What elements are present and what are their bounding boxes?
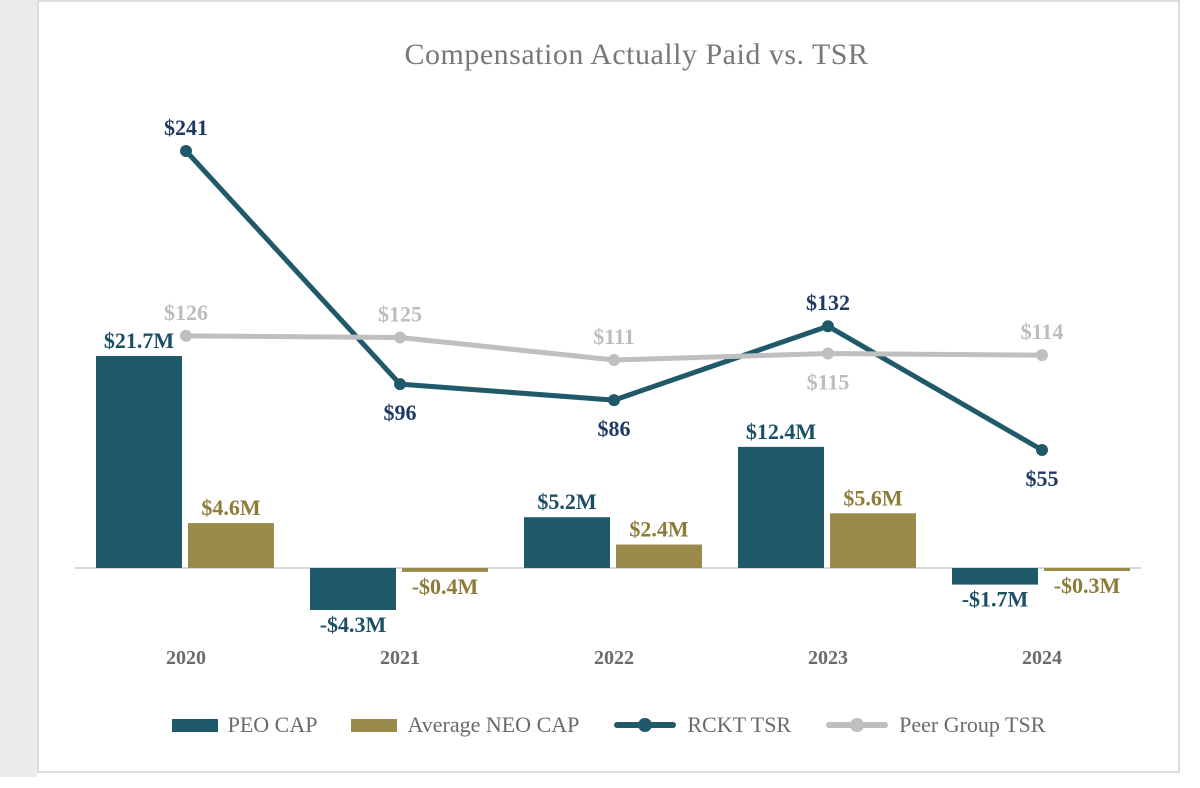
bar-value-label: -$0.3M <box>1054 573 1121 598</box>
line-value-label: $132 <box>806 290 850 315</box>
bar-peo-cap <box>524 517 610 568</box>
background-strip <box>0 0 37 777</box>
bar-peo-cap <box>96 355 182 568</box>
line-marker <box>394 378 406 391</box>
line-marker <box>180 144 192 157</box>
legend-item-peo-cap: PEO CAP <box>171 712 318 738</box>
line-marker <box>1036 443 1048 456</box>
x-axis-label: 2022 <box>594 647 634 669</box>
line-marker <box>822 347 834 360</box>
line-value-label: $126 <box>164 300 208 325</box>
legend-bar-swatch <box>351 718 398 732</box>
line-marker <box>1036 349 1048 362</box>
line-marker <box>608 353 620 366</box>
bar-value-label: $2.4M <box>629 517 689 542</box>
line-value-label: $55 <box>1026 466 1059 491</box>
bar-value-label: -$1.7M <box>962 587 1029 612</box>
bar-value-label: $5.6M <box>843 485 903 510</box>
bar-average-neo-cap <box>188 523 274 568</box>
line-value-label: $115 <box>807 370 850 395</box>
line-marker <box>608 394 620 407</box>
bar-value-label: -$0.4M <box>412 574 479 599</box>
bar-value-label: $4.6M <box>201 495 261 520</box>
line-value-label: $241 <box>164 115 208 140</box>
line-marker <box>180 329 192 342</box>
line-marker <box>822 320 834 333</box>
x-axis-label: 2020 <box>166 647 206 669</box>
bar-value-label: $12.4M <box>746 419 817 444</box>
line-value-label: $96 <box>384 400 417 425</box>
line-value-label: $111 <box>593 324 635 349</box>
legend-item-rckt-tsr: RCKT TSR <box>613 712 791 738</box>
bar-peo-cap <box>310 568 396 611</box>
legend-label: Average NEO CAP <box>407 712 580 737</box>
bar-value-label: -$4.3M <box>320 612 387 637</box>
bar-value-label: $5.2M <box>537 489 597 514</box>
legend-item-peer-group-tsr: Peer Group TSR <box>825 712 1045 738</box>
legend-bar-swatch <box>171 718 218 732</box>
bar-value-label: $21.7M <box>104 328 175 353</box>
x-axis-label: 2021 <box>380 647 420 669</box>
legend-label: Peer Group TSR <box>899 712 1046 737</box>
legend-item-average-neo-cap: Average NEO CAP <box>351 712 579 738</box>
bar-average-neo-cap <box>1044 568 1130 571</box>
legend-label: PEO CAP <box>227 712 318 737</box>
bar-average-neo-cap <box>616 544 702 568</box>
line-marker <box>394 331 406 344</box>
legend-line-dot-swatch <box>826 718 889 732</box>
bar-average-neo-cap <box>402 568 488 572</box>
chart-title: Compensation Actually Paid vs. TSR <box>404 38 869 71</box>
legend-line-dot-swatch <box>614 718 677 732</box>
x-axis-label: 2023 <box>808 647 848 669</box>
line-value-label: $114 <box>1021 319 1064 344</box>
bar-peo-cap <box>952 568 1038 585</box>
line-value-label: $125 <box>378 301 422 326</box>
bar-average-neo-cap <box>830 513 916 568</box>
bar-peo-cap <box>738 446 824 568</box>
line-value-label: $86 <box>598 416 631 441</box>
chart-legend: PEO CAP Average NEO CAP RCKT TSR Peer Group… <box>39 712 1178 738</box>
x-axis-label: 2024 <box>1022 647 1062 669</box>
chart-panel <box>37 0 1180 773</box>
legend-label: RCKT TSR <box>687 712 792 737</box>
